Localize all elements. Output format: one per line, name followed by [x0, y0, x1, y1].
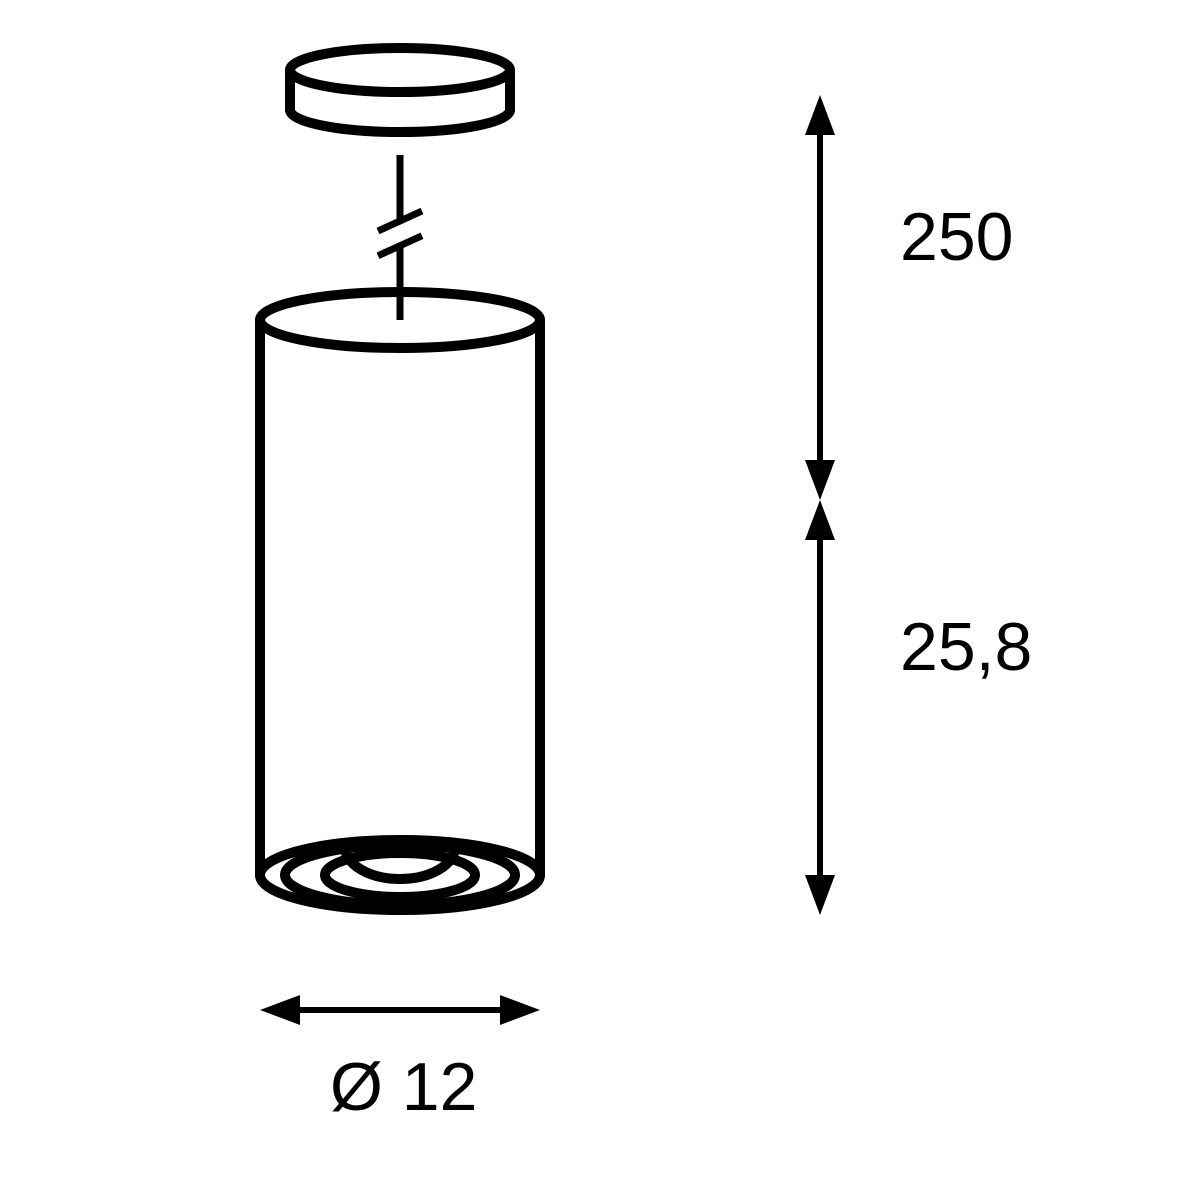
canopy-top [290, 48, 510, 92]
vdim-label-1: 25,8 [900, 609, 1032, 685]
canopy-bottom-arc [290, 110, 510, 132]
hdim-label: Ø 12 [330, 1049, 477, 1125]
vdim-label-0: 250 [900, 199, 1013, 275]
